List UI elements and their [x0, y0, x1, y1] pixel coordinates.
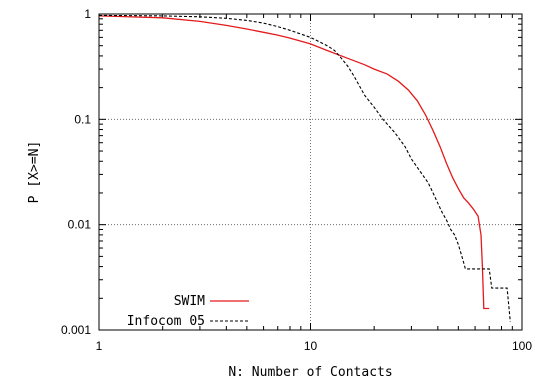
x-tick-label: 100 — [512, 339, 532, 353]
legend-label: Infocom 05 — [127, 314, 205, 329]
plot-frame — [98, 13, 523, 331]
x-tick-label: 1 — [96, 339, 103, 353]
legend: SWIM Infocom 05 — [127, 294, 249, 329]
y-tick-label: 1 — [84, 7, 91, 21]
legend-label: SWIM — [174, 294, 205, 309]
grid-lines — [99, 14, 522, 330]
y-axis-title: P [X>=N] — [27, 141, 42, 204]
series-swim-line — [98, 15, 490, 310]
y-tick-label: 0.001 — [61, 323, 91, 337]
x-tick-label: 10 — [304, 339, 318, 353]
axis-ticks: 0.001 0.01 0.1 1 1 10 100 — [61, 7, 532, 353]
x-axis-title: N: Number of Contacts — [228, 365, 392, 380]
y-tick-label: 0.01 — [68, 218, 92, 232]
y-tick-label: 0.1 — [74, 112, 91, 126]
series-lines — [98, 14, 511, 322]
series-infocom-05-line — [98, 14, 511, 322]
